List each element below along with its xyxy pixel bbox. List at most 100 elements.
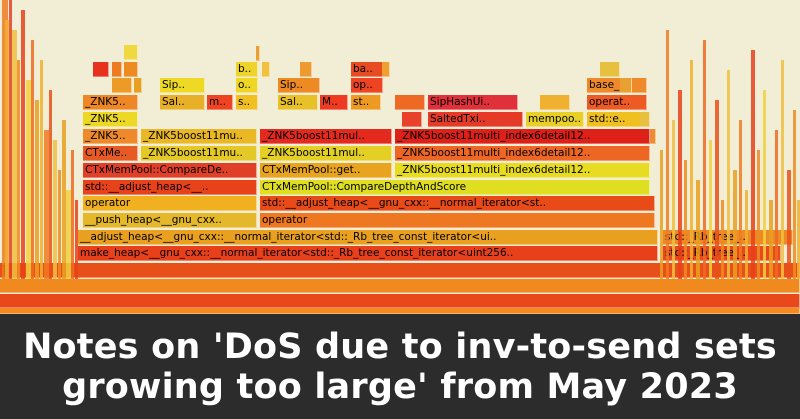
stack-frame[interactable]: m.. bbox=[207, 95, 233, 110]
stack-frame[interactable]: std::__adjust_heap<__.. bbox=[83, 180, 257, 195]
stack-frame[interactable] bbox=[684, 160, 687, 279]
stack-frame[interactable] bbox=[395, 95, 425, 110]
stack-frame[interactable] bbox=[256, 46, 260, 61]
stack-frame[interactable] bbox=[678, 90, 682, 279]
stack-frame[interactable] bbox=[66, 190, 71, 279]
stack-frame[interactable]: base_b.. bbox=[587, 78, 647, 93]
stack-frame[interactable] bbox=[112, 62, 122, 77]
stack-frame[interactable] bbox=[93, 62, 109, 77]
stack-frame[interactable]: CTxMe.. bbox=[83, 146, 138, 161]
stack-frame[interactable] bbox=[751, 50, 755, 279]
stack-frame[interactable] bbox=[9, 0, 12, 279]
stack-frame[interactable]: _ZNK5boost11mul.. bbox=[260, 129, 392, 144]
stack-frame[interactable]: std::e.. bbox=[587, 112, 642, 127]
root-frame[interactable] bbox=[0, 294, 800, 308]
stack-frame[interactable] bbox=[757, 150, 760, 279]
stack-frame[interactable] bbox=[715, 100, 719, 279]
stack-frame[interactable]: CTxMemPool::CompareDepthAndScore bbox=[260, 180, 650, 195]
stack-frame[interactable] bbox=[262, 62, 270, 77]
stack-frame[interactable] bbox=[666, 30, 669, 279]
stack-frame[interactable]: Sal.. bbox=[278, 95, 318, 110]
stack-frame[interactable] bbox=[781, 60, 784, 279]
stack-frame[interactable] bbox=[58, 170, 61, 279]
stack-frame[interactable]: _ZNK5boost11mu.. bbox=[141, 129, 257, 144]
stack-frame[interactable]: make_heap<__gnu_cxx::__normal_iterator<s… bbox=[78, 246, 658, 261]
stack-frame[interactable] bbox=[402, 112, 422, 127]
stack-frame[interactable]: Sip.. bbox=[278, 78, 320, 93]
stack-frame[interactable] bbox=[775, 130, 778, 279]
stack-frame[interactable] bbox=[26, 80, 31, 279]
stack-frame[interactable]: _ZNK5.. bbox=[83, 112, 138, 127]
stack-frame[interactable] bbox=[540, 95, 570, 110]
stack-frame[interactable]: o.. bbox=[236, 78, 258, 93]
stack-frame[interactable] bbox=[703, 40, 706, 279]
frame-label: _ZNK5boost11mu.. bbox=[143, 130, 243, 142]
stack-frame[interactable]: __push_heap<__gnu_cxx.. bbox=[83, 213, 257, 228]
stack-frame[interactable]: _ZNK5.. bbox=[83, 129, 138, 144]
stack-frame[interactable]: std::__adjust_heap<__gnu_cxx::__normal_i… bbox=[260, 196, 655, 211]
stack-frame[interactable]: SaltedTxi.. bbox=[428, 112, 523, 127]
stack-frame[interactable]: ba.. bbox=[351, 62, 383, 77]
stack-frame[interactable] bbox=[44, 130, 49, 279]
stack-frame[interactable] bbox=[17, 60, 20, 279]
stack-frame[interactable] bbox=[31, 40, 34, 279]
stack-frame[interactable]: _ZNK5boost11multi_index6detail12.. bbox=[395, 163, 650, 178]
stack-frame[interactable] bbox=[763, 90, 766, 279]
stack-frame[interactable] bbox=[650, 129, 656, 144]
stack-frame[interactable]: operator bbox=[83, 196, 257, 211]
stack-frame[interactable] bbox=[12, 30, 17, 279]
stack-frame[interactable] bbox=[672, 120, 675, 279]
stack-frame[interactable]: b.. bbox=[236, 62, 258, 77]
stack-frame[interactable] bbox=[71, 150, 74, 279]
stack-frame[interactable] bbox=[382, 62, 390, 77]
stack-frame[interactable]: operat.. bbox=[587, 95, 647, 110]
stack-frame[interactable]: CTxMemPool::get.. bbox=[260, 163, 392, 178]
stack-frame[interactable] bbox=[787, 170, 791, 279]
stack-frame[interactable] bbox=[112, 78, 132, 93]
stack-frame[interactable] bbox=[620, 78, 632, 93]
stack-frame[interactable] bbox=[769, 200, 773, 279]
stack-frame[interactable] bbox=[745, 190, 748, 279]
stack-frame[interactable] bbox=[727, 70, 730, 279]
stack-frame[interactable]: M.. bbox=[320, 95, 348, 110]
stack-frame[interactable] bbox=[134, 78, 142, 93]
stack-frame[interactable] bbox=[733, 170, 737, 279]
stack-frame[interactable]: SipHashUi.. bbox=[428, 95, 518, 110]
stack-frame[interactable]: __adjust_heap<__gnu_cxx::__normal_iterat… bbox=[78, 230, 658, 245]
stack-frame[interactable] bbox=[5, 20, 9, 279]
stack-frame[interactable]: s.. bbox=[236, 95, 258, 110]
stack-frame[interactable] bbox=[739, 120, 742, 279]
stack-frame[interactable] bbox=[690, 60, 693, 279]
stack-frame[interactable]: _ZNK5boost11multi_index6detail12.. bbox=[395, 146, 650, 161]
stack-frame[interactable]: _ZNK5boost11mul.. bbox=[260, 146, 392, 161]
stack-frame[interactable]: Sal.. bbox=[160, 95, 205, 110]
stack-frame[interactable] bbox=[40, 60, 43, 279]
stack-frame[interactable] bbox=[124, 62, 138, 77]
stack-frame[interactable]: CTxMemPool::CompareDe.. bbox=[83, 163, 257, 178]
stack-frame[interactable] bbox=[35, 100, 39, 279]
stack-frame[interactable] bbox=[62, 120, 66, 279]
stack-frame[interactable] bbox=[600, 62, 620, 77]
stack-frame[interactable] bbox=[21, 10, 25, 279]
stack-frame[interactable]: _ZNK5boost11mu.. bbox=[141, 146, 257, 161]
stack-frame[interactable] bbox=[696, 180, 700, 279]
stack-frame[interactable] bbox=[797, 200, 800, 279]
stack-frame[interactable]: _ZNK5.. bbox=[83, 95, 138, 110]
stack-frame[interactable] bbox=[721, 200, 724, 279]
stack-frame[interactable]: st.. bbox=[351, 95, 381, 110]
stack-frame[interactable]: operator bbox=[260, 213, 655, 228]
root-frame[interactable] bbox=[0, 279, 800, 293]
stack-frame[interactable]: op.. bbox=[351, 78, 383, 93]
stack-frame[interactable] bbox=[124, 45, 138, 60]
stack-frame[interactable] bbox=[49, 90, 52, 279]
stack-frame[interactable] bbox=[300, 62, 312, 77]
stack-frame[interactable]: Sip.. bbox=[160, 78, 205, 93]
stack-frame[interactable] bbox=[793, 110, 796, 279]
stack-frame[interactable]: _ZNK5boost11multi_index6detail12.. bbox=[395, 129, 650, 144]
stack-frame[interactable] bbox=[53, 140, 57, 279]
stack-frame[interactable]: mempoo.. bbox=[526, 112, 584, 127]
stack-frame[interactable] bbox=[640, 112, 650, 127]
stack-frame[interactable] bbox=[75, 200, 78, 279]
stack-frame[interactable] bbox=[709, 140, 712, 279]
stack-frame[interactable] bbox=[660, 150, 663, 279]
